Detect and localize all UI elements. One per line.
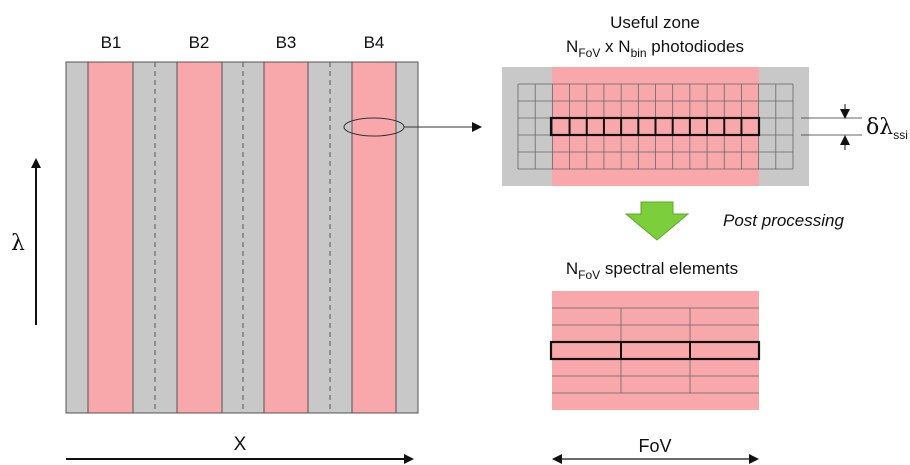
band-strip-b4 xyxy=(352,62,396,413)
nbin-symbol: N xyxy=(618,37,630,56)
x-axis-label: X xyxy=(234,434,247,455)
band-strip-b2 xyxy=(177,62,222,413)
useful-zone-title: Useful zone xyxy=(610,13,700,32)
band-label-b3: B3 xyxy=(276,33,297,52)
nfov-symbol: N xyxy=(566,37,578,56)
useful-zone-subtitle: NFoV x Nbin photodiodes xyxy=(566,37,744,60)
post-processing-label: Post processing xyxy=(723,211,844,230)
band-strip-b3 xyxy=(264,62,308,413)
green-down-arrow xyxy=(624,201,690,241)
nfov-subscript: FoV xyxy=(578,46,600,60)
spectral-highlighted-row xyxy=(549,340,761,361)
photodiodes-label: photodiodes xyxy=(647,37,744,56)
nbin-subscript: bin xyxy=(631,46,647,60)
delta-lambda-indicator: δλssi xyxy=(801,104,908,150)
spectral-background xyxy=(552,291,759,410)
useful-zone-panel xyxy=(502,67,809,186)
highlighted-row-cells xyxy=(568,118,743,135)
spectral-elements-title: NFoV spectral elements xyxy=(566,259,738,282)
times-sign: x xyxy=(600,37,618,56)
lambda-axis-label: λ xyxy=(11,231,25,256)
spectral-panel xyxy=(549,291,761,410)
detector-panel: B1 B2 B3 B4 xyxy=(65,33,419,414)
nfov-symbol-spectral: N xyxy=(566,259,578,278)
band-label-b2: B2 xyxy=(189,33,210,52)
band-label-b1: B1 xyxy=(101,33,122,52)
nfov-subscript-spectral: FoV xyxy=(578,268,600,282)
fov-label: FoV xyxy=(638,436,671,456)
delta-lambda-symbol: δλ xyxy=(866,115,893,140)
delta-lambda-subscript: ssi xyxy=(893,128,908,142)
band-label-b4: B4 xyxy=(364,33,385,52)
delta-lambda-label: δλssi xyxy=(866,115,908,142)
band-strip-b1 xyxy=(88,62,133,413)
spectral-elements-label: spectral elements xyxy=(600,259,738,278)
